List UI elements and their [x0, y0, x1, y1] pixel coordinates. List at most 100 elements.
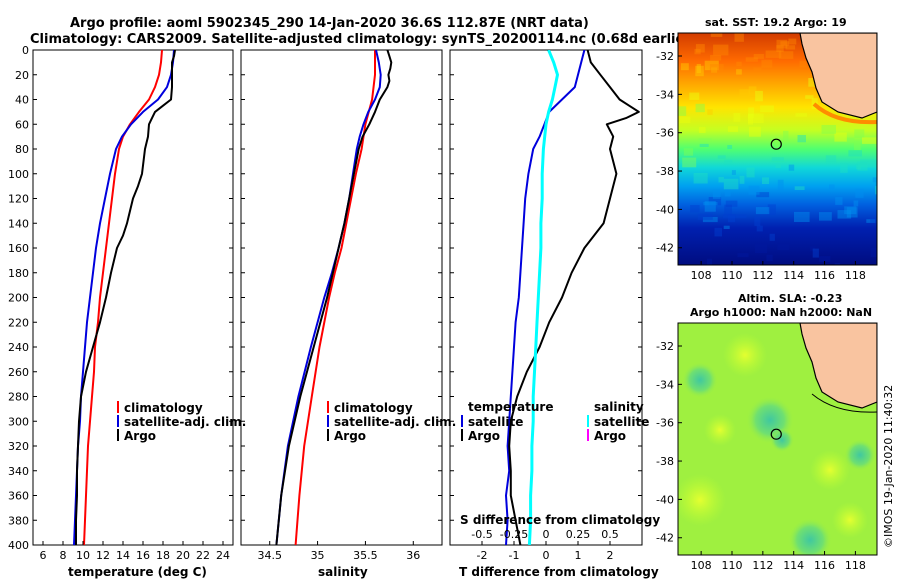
x-tick-label: 36 — [406, 549, 420, 562]
sst-pixel — [727, 145, 733, 149]
lat-tick-label: -32 — [656, 50, 674, 63]
sst-pixel — [695, 103, 705, 113]
lat-tick-label: -38 — [656, 165, 674, 178]
sst-pixel — [799, 60, 807, 68]
sla-eddy — [704, 414, 736, 446]
sst-map-axes: 108 110 112 114 116 118 -32 -34 -36 -38 -40 -42 — [656, 50, 866, 282]
x-tick-label: -2 — [477, 549, 488, 562]
temperature-panel — [32, 49, 234, 546]
sst-pixel — [788, 164, 795, 171]
sst-pixel — [748, 114, 753, 125]
sst-pixel — [748, 185, 760, 195]
lat-tick-label: -36 — [656, 417, 674, 430]
sla-eddy — [723, 333, 767, 377]
sst-pixel — [855, 188, 864, 198]
x-tick-label: 18 — [156, 549, 170, 562]
lon-tick-label: 118 — [845, 269, 866, 282]
sst-pixel — [855, 164, 861, 170]
depth-tick-label: 380 — [8, 514, 29, 527]
sst-pixel — [875, 138, 877, 147]
sst-pixel — [724, 188, 731, 197]
salinity-x-axis: 34.5 35 35.5 36 — [257, 541, 420, 562]
sst-pixel — [722, 214, 736, 219]
depth-tick-label: 240 — [8, 341, 29, 354]
sst-pixel — [711, 67, 718, 73]
lon-tick-label: 118 — [845, 559, 866, 572]
sst-pixel — [785, 45, 796, 50]
sst-pixel — [860, 159, 876, 168]
sst-pixel — [699, 143, 709, 147]
land-australia — [799, 33, 877, 119]
lat-tick-label: -34 — [656, 378, 674, 391]
sst-pixel — [848, 150, 862, 157]
x-tick-label: 22 — [196, 549, 210, 562]
sst-pixel — [837, 210, 852, 219]
sst-pixel — [762, 177, 770, 184]
lat-tick-label: -42 — [656, 242, 674, 255]
sst-pixel — [819, 256, 831, 262]
sst-pixel — [682, 157, 697, 168]
sst-pixel — [690, 205, 700, 213]
lon-tick-label: 110 — [721, 269, 742, 282]
depth-tick-label: 60 — [15, 118, 29, 131]
sst-pixel — [797, 135, 806, 143]
sst-pixel — [754, 216, 761, 226]
sst-pixel — [703, 202, 718, 206]
legend-label-s-satellite: satellite — [594, 415, 649, 429]
sst-pixel — [780, 41, 790, 46]
legend-label-satellite: satellite-adj. clim. — [124, 415, 246, 429]
x-tick-label: 24 — [216, 549, 230, 562]
land-australia — [799, 323, 877, 409]
series-climatology — [83, 50, 163, 545]
x-tick-label: 16 — [136, 549, 150, 562]
sla-map-title-line1: Altim. SLA: -0.23 — [738, 292, 842, 305]
sst-pixel — [698, 138, 712, 142]
depth-tick-label: 360 — [8, 490, 29, 503]
legend-label-argo: Argo — [334, 429, 366, 443]
x-tick-label: 8 — [60, 549, 67, 562]
depth-tick-label: 100 — [8, 168, 29, 181]
sst-pixel — [683, 148, 694, 156]
sst-pixel — [702, 217, 718, 223]
shelf-contour — [811, 393, 877, 413]
sst-pixel — [695, 44, 705, 53]
depth-tick-label: 120 — [8, 193, 29, 206]
sst-pixel — [748, 107, 755, 118]
legend-label-satellite: satellite-adj. clim. — [334, 415, 456, 429]
sst-pixel — [739, 175, 745, 184]
sst-pixel — [853, 142, 861, 150]
lon-tick-label: 108 — [691, 269, 712, 282]
sst-pixel — [767, 204, 776, 215]
sst-pixel — [821, 125, 836, 134]
sst-pixel — [810, 246, 816, 251]
sst-pixel — [754, 243, 768, 254]
sst-pixel — [689, 92, 700, 100]
difference-legend: temperature salinity satellite Argo sate… — [461, 400, 649, 443]
salinity-legend: climatology satellite-adj. clim. Argo — [327, 401, 456, 443]
sst-map — [678, 33, 877, 265]
s-diff-tick-label: -0.25 — [500, 528, 528, 541]
x-tick-label: 20 — [176, 549, 190, 562]
sst-pixel — [753, 67, 762, 73]
difference-x-axis: -2 -1 0 1 2 -0.5 -0.25 0 0.25 0.5 — [471, 528, 618, 562]
temperature-legend: climatology satellite-adj. clim. Argo — [117, 401, 246, 443]
sst-pixel — [870, 248, 877, 257]
sst-pixel — [765, 50, 782, 58]
salinity-panel — [240, 49, 443, 546]
title-line1: Argo profile: aoml 5902345_290 14-Jan-20… — [70, 16, 589, 31]
sst-pixel — [748, 113, 764, 123]
lon-tick-label: 108 — [691, 559, 712, 572]
series-argo — [275, 50, 393, 545]
lat-tick-label: -42 — [656, 532, 674, 545]
sst-pixel — [737, 253, 749, 258]
legend-label-t-argo: Argo — [468, 429, 500, 443]
sla-map — [678, 323, 877, 555]
sst-map-frame — [677, 32, 878, 266]
lat-tick-label: -40 — [656, 493, 674, 506]
sst-pixel — [725, 200, 738, 207]
x-tick-label: 14 — [116, 549, 130, 562]
depth-tick-label: 180 — [8, 267, 29, 280]
difference-plot — [505, 50, 640, 545]
s-diff-tick-label: 0.5 — [601, 528, 619, 541]
lat-tick-label: -34 — [656, 88, 674, 101]
